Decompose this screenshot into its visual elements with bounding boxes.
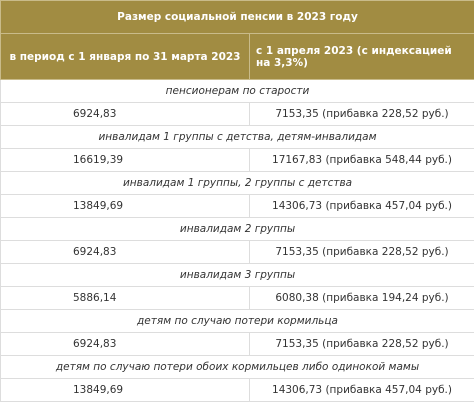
value-before: 5886,14 bbox=[0, 286, 250, 310]
value-after: 7153,35 (прибавка 228,52 руб.) bbox=[248, 332, 474, 356]
value-after: 17167,83 (прибавка 548,44 руб.) bbox=[248, 148, 474, 172]
data-row: 6924,83 7153,35 (прибавка 228,52 руб.) bbox=[0, 332, 474, 356]
value-before: 6924,83 bbox=[0, 240, 250, 264]
value-after: 7153,35 (прибавка 228,52 руб.) bbox=[248, 240, 474, 264]
group-label: пенсионерам по старости bbox=[0, 79, 474, 103]
value-before: 6924,83 bbox=[0, 102, 250, 126]
data-row: 13849,69 14306,73 (прибавка 457,04 руб.) bbox=[0, 194, 474, 218]
group-label: инвалидам 1 группы с детства, детям-инва… bbox=[0, 125, 474, 149]
group-row: пенсионерам по старости bbox=[0, 79, 474, 103]
column-header: с 1 апреля 2023 (с индексацией на 3,3%) bbox=[248, 33, 474, 80]
group-label: инвалидам 3 группы bbox=[0, 263, 474, 287]
data-row: 5886,14 6080,38 (прибавка 194,24 руб.) bbox=[0, 286, 474, 310]
group-row: инвалидам 2 группы bbox=[0, 217, 474, 241]
group-label: детям по случаю потери кормильца bbox=[0, 309, 474, 333]
value-before: 13849,69 bbox=[0, 378, 250, 402]
title-row: Размер социальной пенсии в 2023 году bbox=[0, 0, 474, 34]
group-row: инвалидам 1 группы с детства, детям-инва… bbox=[0, 125, 474, 149]
value-after: 6080,38 (прибавка 194,24 руб.) bbox=[248, 286, 474, 310]
value-before: 16619,39 bbox=[0, 148, 250, 172]
table-title: Размер социальной пенсии в 2023 году bbox=[0, 0, 474, 34]
data-row: 6924,83 7153,35 (прибавка 228,52 руб.) bbox=[0, 102, 474, 126]
group-row: детям по случаю потери обоих кормильцев … bbox=[0, 355, 474, 379]
value-before: 13849,69 bbox=[0, 194, 250, 218]
data-row: 16619,39 17167,83 (прибавка 548,44 руб.) bbox=[0, 148, 474, 172]
group-label: инвалидам 1 группы, 2 группы с детства bbox=[0, 171, 474, 195]
group-label: детям по случаю потери обоих кормильцев … bbox=[0, 355, 474, 379]
value-before: 6924,83 bbox=[0, 332, 250, 356]
group-row: детям по случаю потери кормильца bbox=[0, 309, 474, 333]
column-header: в период с 1 января по 31 марта 2023 bbox=[0, 33, 250, 80]
data-row: 13849,69 14306,73 (прибавка 457,04 руб.) bbox=[0, 378, 474, 402]
column-header-row: в период с 1 января по 31 марта 2023 с 1… bbox=[0, 33, 474, 80]
group-row: инвалидам 3 группы bbox=[0, 263, 474, 287]
group-row: инвалидам 1 группы, 2 группы с детства bbox=[0, 171, 474, 195]
value-after: 14306,73 (прибавка 457,04 руб.) bbox=[248, 194, 474, 218]
value-after: 14306,73 (прибавка 457,04 руб.) bbox=[248, 378, 474, 402]
data-row: 6924,83 7153,35 (прибавка 228,52 руб.) bbox=[0, 240, 474, 264]
group-label: инвалидам 2 группы bbox=[0, 217, 474, 241]
value-after: 7153,35 (прибавка 228,52 руб.) bbox=[248, 102, 474, 126]
